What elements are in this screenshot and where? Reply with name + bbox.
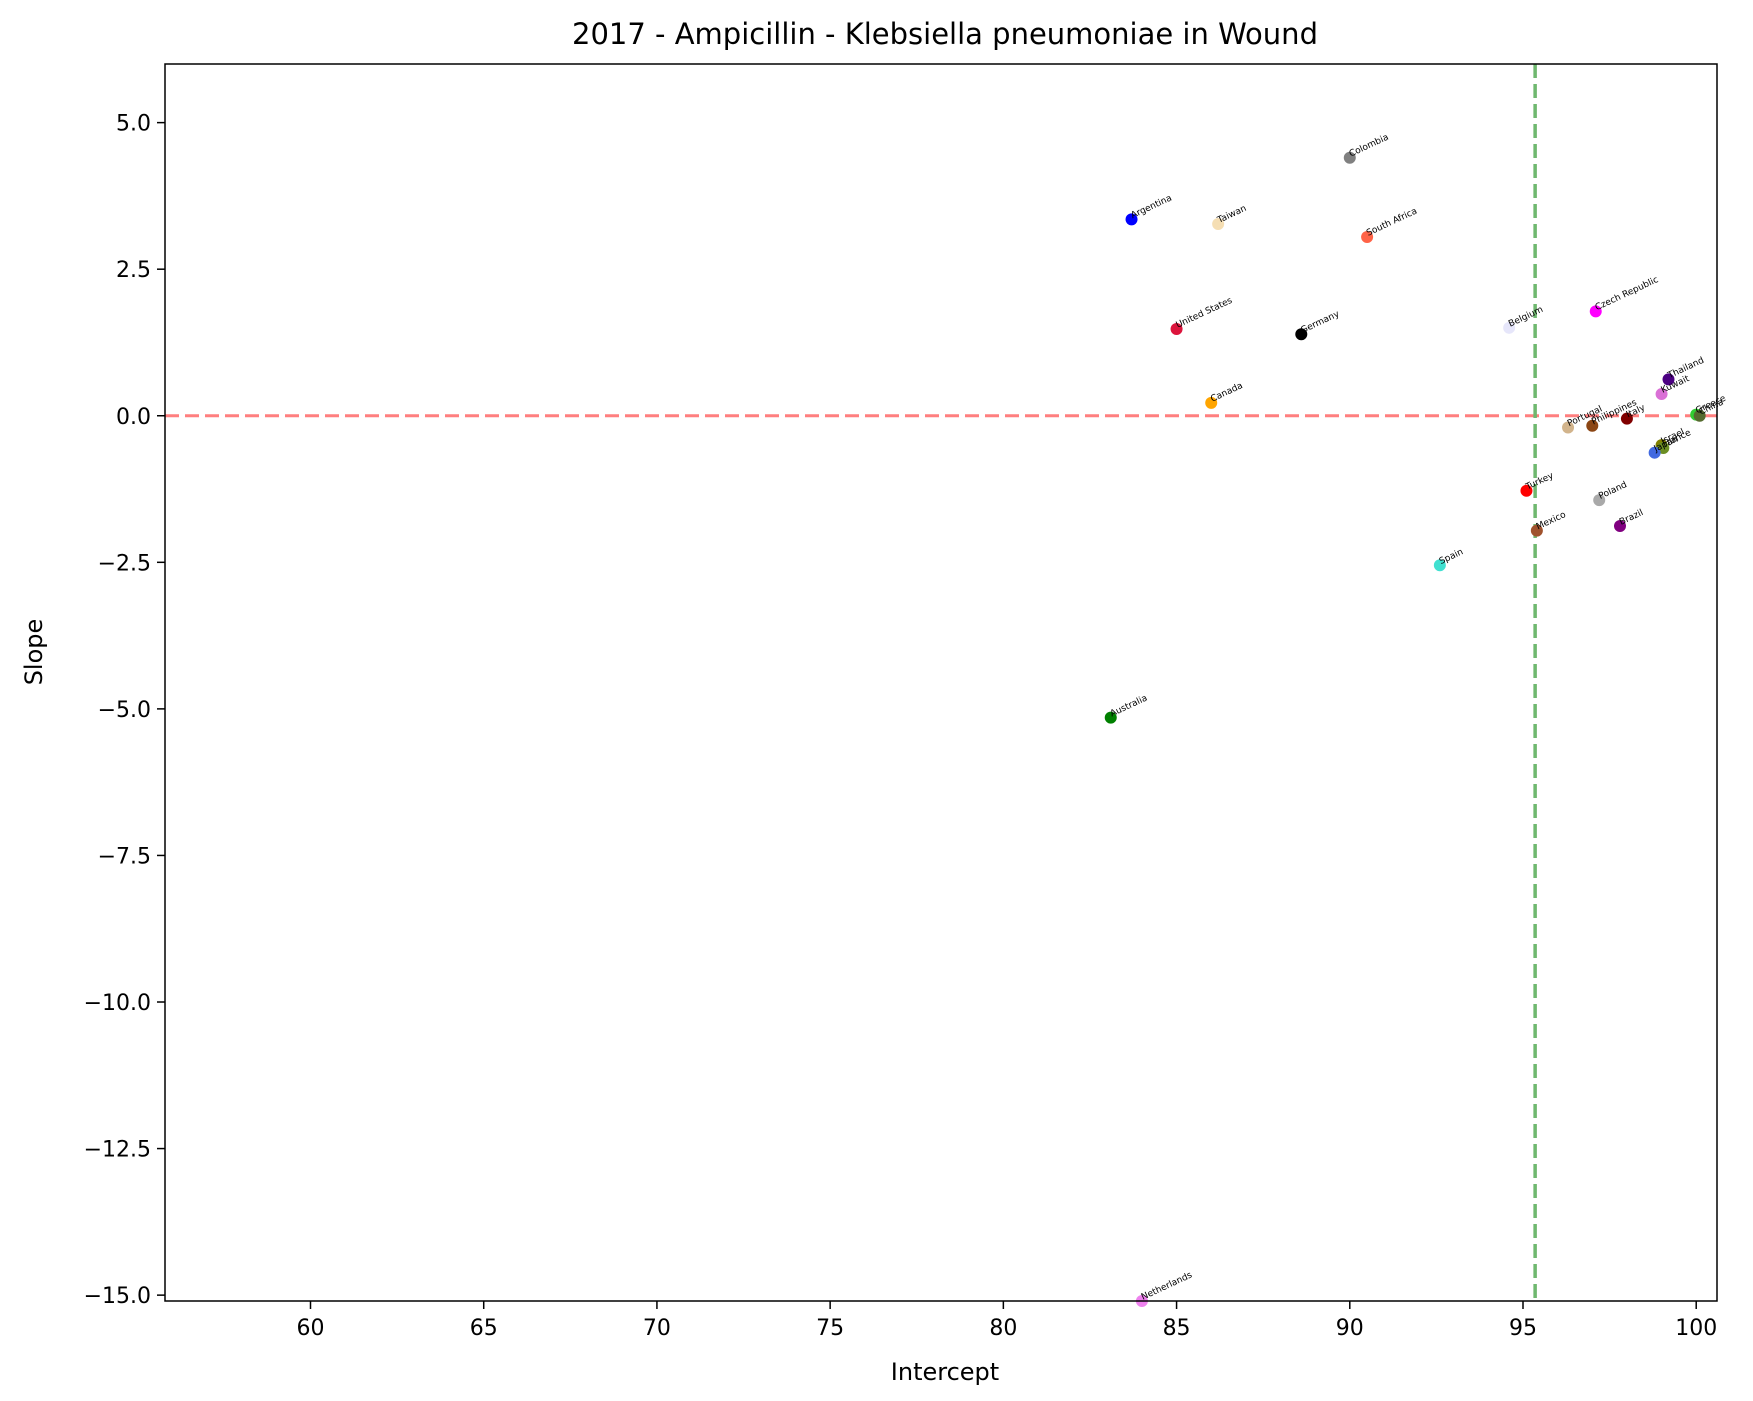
point-label: Brazil [1618, 508, 1645, 528]
point-labels: Colombia Argentina Taiwan South Africa Czech… [1109, 133, 1728, 1303]
data-point [1125, 213, 1138, 226]
point-label: Netherlands [1140, 1270, 1194, 1302]
data-point [1662, 373, 1675, 386]
x-tick-label: 95 [1509, 1316, 1537, 1341]
point-label: Colombia [1348, 133, 1391, 160]
point-label: Argentina [1130, 193, 1174, 221]
data-point [1205, 396, 1218, 409]
point-label: Poland [1597, 480, 1628, 502]
point-label: Germany [1299, 309, 1341, 336]
data-points [1104, 151, 1706, 1307]
data-point [1593, 494, 1606, 507]
data-point [1212, 218, 1225, 231]
y-tick-label: −7.5 [98, 844, 151, 869]
data-point [1562, 421, 1575, 434]
point-label: Spain [1438, 547, 1465, 567]
y-tick-label: 5.0 [116, 112, 151, 137]
chart-title: 2017 - Ampicillin - Klebsiella pneumonia… [572, 17, 1318, 51]
data-point [1614, 519, 1626, 532]
x-axis-label: Intercept [891, 1358, 999, 1386]
y-tick-label: −2.5 [98, 551, 151, 576]
data-point [1693, 409, 1706, 422]
point-label: South Africa [1365, 206, 1419, 238]
reference-lines [165, 64, 1717, 1301]
x-tick-label: 80 [989, 1316, 1017, 1341]
x-tick-label: 70 [643, 1316, 671, 1341]
data-point [1520, 484, 1533, 497]
point-label: Australia [1109, 694, 1149, 720]
data-point [1655, 388, 1668, 401]
plot-area: Colombia Argentina Taiwan South Africa Czech… [164, 63, 1728, 1307]
data-point [1361, 230, 1374, 243]
data-point [1530, 524, 1543, 537]
x-tick-label: 65 [470, 1316, 498, 1341]
point-label: United States [1175, 296, 1235, 331]
plot-frame [164, 63, 1718, 1302]
y-tick-label: −15.0 [84, 1284, 151, 1309]
x-tick-label: 100 [1675, 1316, 1717, 1341]
data-point [1295, 328, 1308, 341]
x-axis: 60 65 70 75 80 85 90 95 100 [297, 1301, 1717, 1341]
point-label: Turkey [1524, 471, 1556, 493]
data-point [1589, 305, 1602, 318]
point-label: Czech Republic [1594, 275, 1660, 313]
y-axis-label: Slope [20, 619, 48, 686]
data-point [1648, 446, 1661, 459]
point-label: Taiwan [1215, 204, 1248, 226]
data-point [1433, 559, 1446, 572]
data-point [1104, 711, 1117, 724]
data-point [1620, 412, 1633, 425]
y-tick-label: −10.0 [84, 991, 151, 1016]
y-tick-label: −12.5 [84, 1138, 151, 1163]
x-tick-label: 85 [1163, 1316, 1191, 1341]
data-point [1343, 151, 1356, 164]
x-tick-label: 90 [1336, 1316, 1364, 1341]
point-label: Canada [1209, 381, 1244, 405]
data-point [1586, 419, 1599, 432]
x-tick-label: 60 [297, 1316, 325, 1341]
y-tick-label: 0.0 [116, 405, 151, 430]
y-axis: 5.0 2.5 0.0 −2.5 −5.0 −7.5 −10.0 −12.5 −15.0 [84, 112, 165, 1309]
point-label: Mexico [1535, 510, 1568, 533]
y-tick-label: 2.5 [116, 258, 151, 283]
point-label: Belgium [1507, 305, 1545, 330]
data-point [1503, 321, 1516, 334]
data-point [1170, 322, 1183, 335]
y-tick-label: −5.0 [98, 698, 151, 723]
x-tick-label: 75 [816, 1316, 844, 1341]
